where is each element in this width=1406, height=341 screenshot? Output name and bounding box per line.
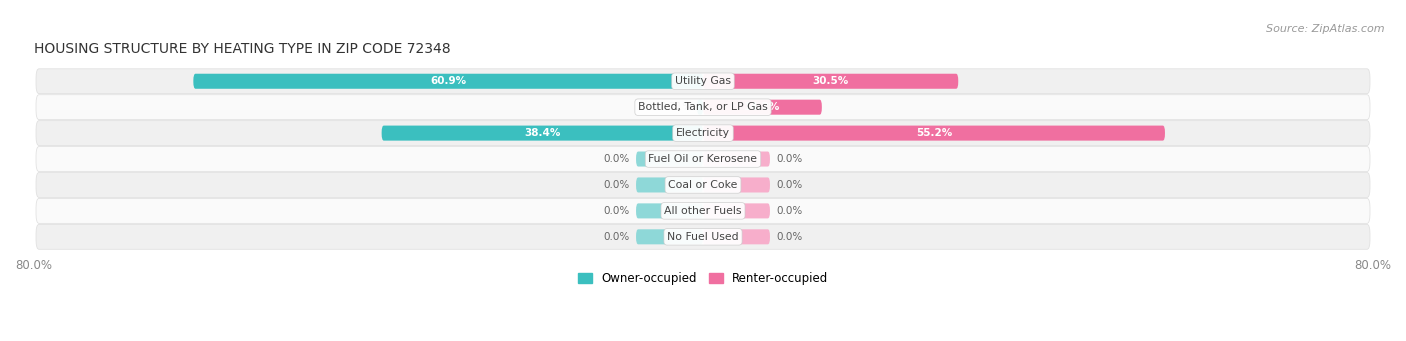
FancyBboxPatch shape bbox=[703, 203, 770, 219]
Text: Bottled, Tank, or LP Gas: Bottled, Tank, or LP Gas bbox=[638, 102, 768, 112]
Text: Coal or Coke: Coal or Coke bbox=[668, 180, 738, 190]
Text: 0.0%: 0.0% bbox=[603, 180, 630, 190]
Text: HOUSING STRUCTURE BY HEATING TYPE IN ZIP CODE 72348: HOUSING STRUCTURE BY HEATING TYPE IN ZIP… bbox=[34, 42, 450, 56]
Text: 0.0%: 0.0% bbox=[603, 206, 630, 216]
Text: All other Fuels: All other Fuels bbox=[664, 206, 742, 216]
FancyBboxPatch shape bbox=[703, 229, 770, 244]
FancyBboxPatch shape bbox=[37, 95, 1369, 120]
FancyBboxPatch shape bbox=[37, 198, 1369, 223]
Text: 55.2%: 55.2% bbox=[915, 128, 952, 138]
FancyBboxPatch shape bbox=[636, 203, 703, 219]
Text: 60.9%: 60.9% bbox=[430, 76, 467, 86]
FancyBboxPatch shape bbox=[636, 229, 703, 244]
Text: Fuel Oil or Kerosene: Fuel Oil or Kerosene bbox=[648, 154, 758, 164]
Text: 0.0%: 0.0% bbox=[776, 232, 803, 242]
FancyBboxPatch shape bbox=[697, 100, 703, 115]
Text: Source: ZipAtlas.com: Source: ZipAtlas.com bbox=[1267, 24, 1385, 34]
Text: 0.0%: 0.0% bbox=[776, 154, 803, 164]
FancyBboxPatch shape bbox=[703, 125, 1166, 140]
Text: 0.0%: 0.0% bbox=[776, 180, 803, 190]
FancyBboxPatch shape bbox=[37, 69, 1369, 94]
Text: 14.2%: 14.2% bbox=[744, 102, 780, 112]
FancyBboxPatch shape bbox=[703, 151, 770, 166]
FancyBboxPatch shape bbox=[37, 121, 1369, 146]
Legend: Owner-occupied, Renter-occupied: Owner-occupied, Renter-occupied bbox=[572, 267, 834, 290]
Text: Electricity: Electricity bbox=[676, 128, 730, 138]
Text: 30.5%: 30.5% bbox=[813, 76, 849, 86]
Text: No Fuel Used: No Fuel Used bbox=[668, 232, 738, 242]
FancyBboxPatch shape bbox=[636, 151, 703, 166]
FancyBboxPatch shape bbox=[194, 74, 703, 89]
FancyBboxPatch shape bbox=[37, 147, 1369, 172]
Text: 0.0%: 0.0% bbox=[603, 232, 630, 242]
Text: 0.71%: 0.71% bbox=[659, 102, 693, 112]
Text: 0.0%: 0.0% bbox=[776, 206, 803, 216]
FancyBboxPatch shape bbox=[703, 74, 959, 89]
FancyBboxPatch shape bbox=[636, 177, 703, 192]
Text: 38.4%: 38.4% bbox=[524, 128, 561, 138]
FancyBboxPatch shape bbox=[703, 177, 770, 192]
FancyBboxPatch shape bbox=[37, 173, 1369, 197]
FancyBboxPatch shape bbox=[381, 125, 703, 140]
FancyBboxPatch shape bbox=[37, 224, 1369, 249]
FancyBboxPatch shape bbox=[703, 100, 823, 115]
Text: Utility Gas: Utility Gas bbox=[675, 76, 731, 86]
Text: 0.0%: 0.0% bbox=[603, 154, 630, 164]
